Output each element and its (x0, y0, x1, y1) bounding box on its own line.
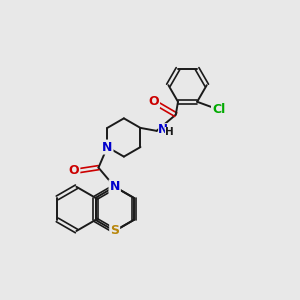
Text: N: N (110, 180, 120, 193)
Text: N: N (102, 141, 112, 154)
Text: Cl: Cl (212, 103, 225, 116)
Text: S: S (110, 224, 119, 238)
Text: O: O (69, 164, 79, 177)
Text: N: N (158, 123, 168, 136)
Text: O: O (148, 95, 159, 108)
Text: H: H (165, 127, 174, 137)
